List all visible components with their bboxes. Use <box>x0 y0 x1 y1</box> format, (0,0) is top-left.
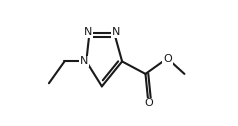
Text: N: N <box>80 56 88 66</box>
Text: N: N <box>112 27 120 37</box>
Text: O: O <box>144 99 153 108</box>
Text: O: O <box>163 54 172 64</box>
Text: N: N <box>84 27 92 37</box>
